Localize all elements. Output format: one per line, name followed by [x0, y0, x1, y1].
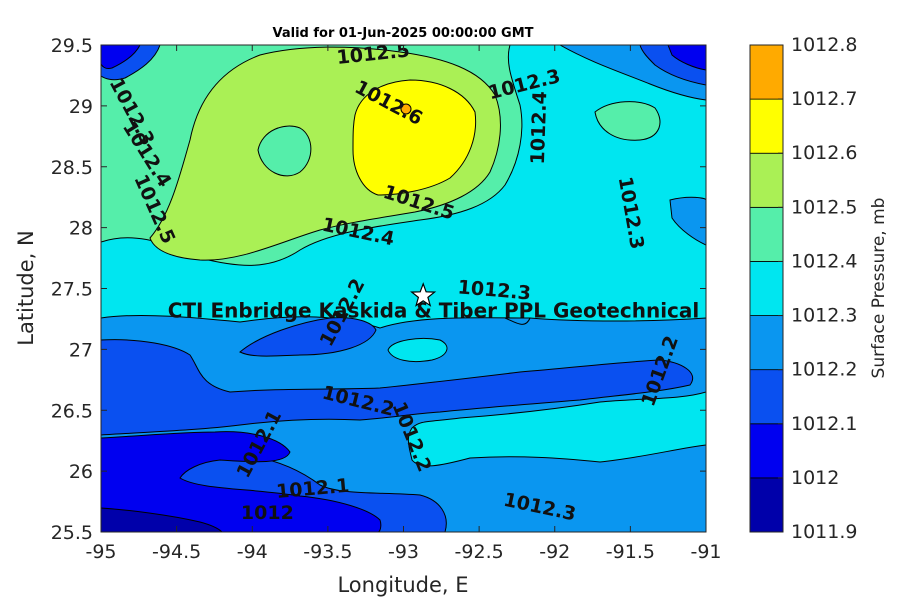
x-tick-label: -95	[85, 541, 116, 563]
colorbar-frame	[749, 44, 784, 533]
colorbar-tick-label: 1012.7	[791, 88, 857, 110]
band-1012.0-southwest	[101, 431, 382, 532]
band-1012.1-central	[239, 317, 377, 357]
colorbar-tick-label: 1012.5	[791, 196, 857, 218]
band-1012.3-blob	[387, 337, 448, 363]
x-tick-label: -92.5	[455, 541, 504, 563]
y-axis-label: Latitude, N	[14, 230, 38, 346]
colorbar-tick-label: 1012	[791, 467, 839, 489]
colorbar-swatch	[749, 423, 784, 479]
contour-label: 1012	[241, 502, 294, 524]
y-axis-ticks: 29.5 29 28.5 28 27.5 27 26.5 26 25.5	[51, 35, 706, 544]
colorbar-swatch	[749, 44, 784, 100]
band-low-northwest-inner	[101, 45, 141, 69]
site-annotation: CTI Enbridge Kaskida & Tiber PPL Geotech…	[168, 298, 700, 322]
y-tick-label: 29	[69, 96, 93, 118]
colorbar-swatch	[749, 369, 784, 425]
band-1012.4-inner	[257, 125, 312, 177]
x-tick-label: -91	[690, 541, 721, 563]
y-tick-label: 28	[69, 218, 93, 240]
y-tick-label: 27	[69, 339, 93, 361]
x-tick-label: -91.5	[606, 541, 655, 563]
colorbar-swatch	[749, 152, 784, 208]
x-axis-label: Longitude, E	[337, 573, 468, 597]
y-tick-label: 26	[69, 461, 93, 483]
x-tick-label: -94.5	[152, 541, 201, 563]
colorbar-tick-label: 1011.9	[791, 521, 857, 543]
contour-label: 1012.4	[527, 91, 552, 165]
y-tick-label: 25.5	[51, 522, 93, 544]
colorbar-tick-label: 1012.2	[791, 359, 857, 381]
colorbar-tick-label: 1012.6	[791, 142, 857, 164]
band-1012.2-notch	[504, 317, 531, 325]
colorbar-swatch	[749, 315, 784, 371]
x-tick-label: -93	[388, 541, 419, 563]
x-tick-label: -93.5	[303, 541, 352, 563]
band-1012.4-east	[594, 101, 661, 141]
site-star-icon	[410, 282, 437, 307]
x-axis-ticks: -95 -94.5 -94 -93.5 -93 -92.5 -92 -91.5 -91	[85, 45, 722, 563]
y-tick-label: 27.5	[51, 279, 93, 301]
x-tick-label: -92	[539, 541, 570, 563]
colorbar-swatch	[749, 261, 784, 316]
contour-field	[101, 45, 706, 532]
band-1012.7-dot	[400, 103, 412, 115]
colorbar-ticks: 1012.8 1012.7 1012.6 1012.5 1012.4 1012.3 1012…	[778, 34, 857, 543]
x-tick-label: -94	[237, 541, 268, 563]
band-1011.9-corner	[101, 507, 223, 532]
colorbar-tick-label: 1012.4	[791, 250, 857, 272]
band-1012.2-east	[669, 196, 706, 246]
colorbar-tick-label: 1012.8	[791, 34, 857, 56]
colorbar-tick-label: 1012.3	[791, 305, 857, 327]
y-tick-label: 26.5	[51, 400, 93, 422]
chart-title: Valid for 01-Jun-2025 00:00:00 GMT	[273, 26, 534, 41]
y-tick-label: 29.5	[51, 35, 93, 57]
y-tick-label: 28.5	[51, 157, 93, 179]
colorbar	[749, 44, 784, 533]
colorbar-tick-label: 1012.1	[791, 413, 857, 435]
colorbar-swatch	[749, 206, 784, 262]
colorbar-label: Surface Pressure, mb	[869, 198, 889, 379]
colorbar-swatch	[749, 477, 784, 533]
band-1012.6-core	[352, 79, 477, 196]
band-1012.1-west	[101, 339, 693, 436]
colorbar-swatch	[749, 98, 784, 154]
